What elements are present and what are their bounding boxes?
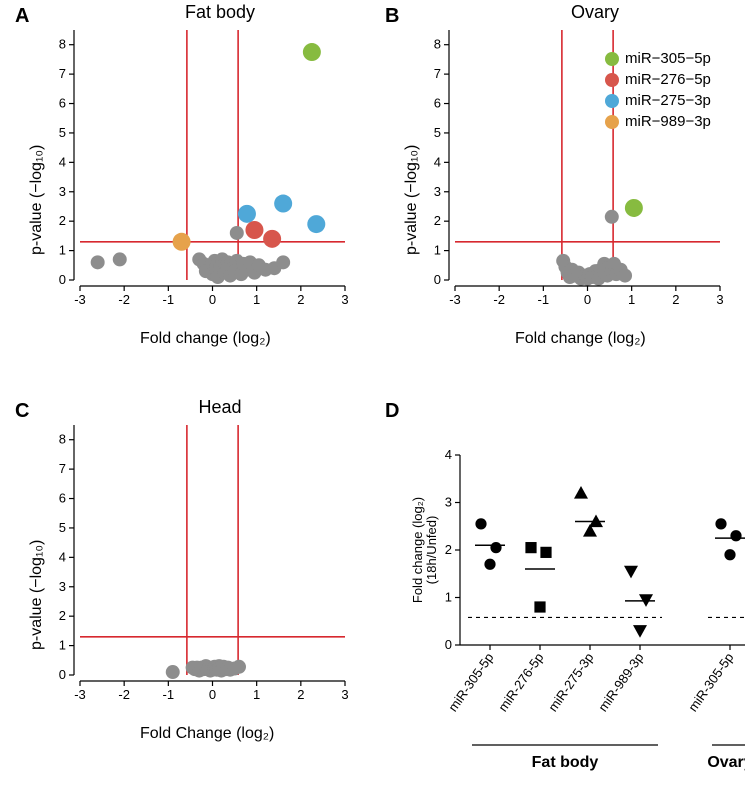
- svg-text:1: 1: [253, 292, 260, 307]
- svg-text:1: 1: [59, 638, 66, 653]
- svg-text:miR-276-5p: miR-276-5p: [495, 650, 546, 714]
- figure: A Fat body p-value (−log₁₀) Fold change …: [0, 0, 747, 791]
- svg-text:4: 4: [445, 447, 452, 462]
- svg-text:0: 0: [209, 292, 216, 307]
- svg-text:4: 4: [434, 154, 441, 169]
- svg-text:-2: -2: [118, 687, 130, 702]
- svg-text:3: 3: [716, 292, 723, 307]
- svg-text:0: 0: [584, 292, 591, 307]
- legend-label: miR−989−3p: [625, 113, 711, 130]
- legend-item: miR−276−5p: [605, 71, 711, 88]
- legend: miR−305−5p miR−276−5p miR−275−3p miR−989−3p: [605, 50, 711, 134]
- svg-text:4: 4: [59, 154, 66, 169]
- svg-text:2: 2: [297, 292, 304, 307]
- svg-text:2: 2: [59, 608, 66, 623]
- panel-d-plot: 0 1 2 3 4 Fold change (log₂)(18h/Unfed) miR-30…: [385, 395, 745, 791]
- svg-text:miR-305-5p: miR-305-5p: [445, 650, 496, 714]
- svg-text:-1: -1: [163, 687, 175, 702]
- svg-text:5: 5: [59, 125, 66, 140]
- svg-text:6: 6: [59, 96, 66, 111]
- svg-text:miR-305-5p: miR-305-5p: [685, 650, 736, 714]
- panel-d: D 01234Fold change (log₂)(18h/Unfed)miR-…: [385, 395, 745, 791]
- svg-text:0: 0: [209, 687, 216, 702]
- svg-text:2: 2: [59, 213, 66, 228]
- svg-text:Ovary: Ovary: [707, 754, 745, 771]
- legend-label: miR−305−5p: [625, 50, 711, 67]
- svg-text:1: 1: [59, 243, 66, 258]
- svg-text:1: 1: [445, 590, 452, 605]
- svg-text:8: 8: [434, 37, 441, 52]
- legend-dot-icon: [605, 94, 619, 108]
- svg-text:7: 7: [434, 66, 441, 81]
- svg-text:1: 1: [253, 687, 260, 702]
- legend-dot-icon: [605, 73, 619, 87]
- svg-text:1: 1: [434, 243, 441, 258]
- svg-text:0: 0: [445, 637, 452, 652]
- svg-text:3: 3: [59, 579, 66, 594]
- legend-dot-icon: [605, 52, 619, 66]
- svg-text:1: 1: [628, 292, 635, 307]
- svg-text:6: 6: [59, 491, 66, 506]
- legend-item: miR−275−3p: [605, 92, 711, 109]
- svg-text:7: 7: [59, 66, 66, 81]
- svg-text:3: 3: [434, 184, 441, 199]
- panel-a-plot: 0 1 2 3 4 5 6 7 8 -3 -2 -1 0 1 2 3: [10, 0, 370, 360]
- svg-text:0: 0: [434, 272, 441, 287]
- panel-a: A Fat body p-value (−log₁₀) Fold change …: [10, 0, 370, 370]
- svg-text:-2: -2: [118, 292, 130, 307]
- svg-text:-3: -3: [74, 292, 86, 307]
- svg-text:6: 6: [434, 96, 441, 111]
- svg-text:3: 3: [59, 184, 66, 199]
- svg-text:-3: -3: [74, 687, 86, 702]
- svg-text:3: 3: [445, 495, 452, 510]
- svg-text:0: 0: [59, 272, 66, 287]
- svg-text:5: 5: [434, 125, 441, 140]
- svg-text:0: 0: [59, 667, 66, 682]
- svg-text:-3: -3: [449, 292, 461, 307]
- svg-text:2: 2: [434, 213, 441, 228]
- svg-text:-1: -1: [163, 292, 175, 307]
- svg-text:3: 3: [341, 292, 348, 307]
- panel-c-plot: 0 1 2 3 4 5 6 7 8 -3 -2 -1 0 1 2 3: [10, 395, 370, 755]
- svg-text:5: 5: [59, 520, 66, 535]
- panel-c: C Head p-value (−log₁₀) Fold Change (log…: [10, 395, 370, 765]
- svg-text:Fat body: Fat body: [532, 754, 599, 771]
- svg-text:7: 7: [59, 461, 66, 476]
- svg-text:4: 4: [59, 549, 66, 564]
- svg-text:(18h/Unfed): (18h/Unfed): [424, 516, 439, 585]
- legend-label: miR−275−3p: [625, 92, 711, 109]
- svg-text:2: 2: [445, 542, 452, 557]
- legend-label: miR−276−5p: [625, 71, 711, 88]
- legend-dot-icon: [605, 115, 619, 129]
- svg-text:8: 8: [59, 37, 66, 52]
- svg-text:-2: -2: [493, 292, 505, 307]
- svg-text:8: 8: [59, 432, 66, 447]
- legend-item: miR−989−3p: [605, 113, 711, 130]
- svg-text:3: 3: [341, 687, 348, 702]
- svg-text:miR-275-3p: miR-275-3p: [545, 650, 596, 714]
- svg-text:2: 2: [297, 687, 304, 702]
- svg-text:-1: -1: [538, 292, 550, 307]
- svg-text:Fold change (log₂): Fold change (log₂): [410, 497, 425, 603]
- svg-text:2: 2: [672, 292, 679, 307]
- legend-item: miR−305−5p: [605, 50, 711, 67]
- svg-text:miR-989-3p: miR-989-3p: [595, 650, 646, 714]
